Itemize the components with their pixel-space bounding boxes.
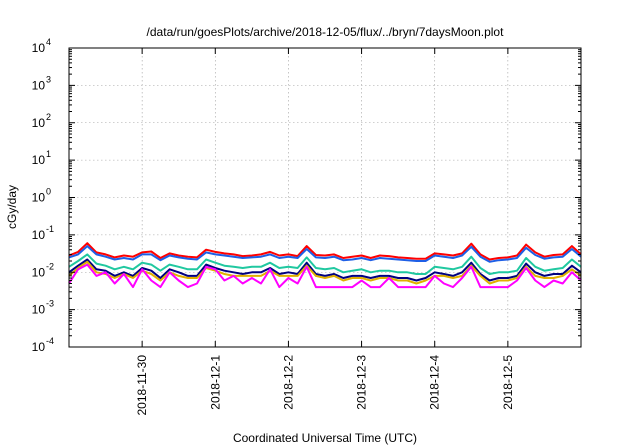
x-tick-label: 2018-12-2	[281, 355, 295, 410]
y-tick-label: 10	[32, 116, 46, 130]
series-line-1	[68, 242, 582, 261]
x-tick-label: 2018-12-3	[355, 355, 369, 410]
series-line-4	[68, 258, 582, 282]
y-tick-label: 10	[32, 303, 46, 317]
series-lines	[68, 242, 582, 289]
y-axis-label: cGy/day	[5, 185, 19, 229]
x-tick-label: 2018-12-5	[501, 355, 515, 410]
x-tick-labels: 2018-11-30 2018-12-1 2018-12-2 2018-12-3 201…	[135, 355, 515, 416]
series-line-5	[68, 260, 582, 285]
x-tick-label: 2018-12-1	[208, 355, 222, 410]
y-tick-exponent: -4	[46, 336, 54, 346]
y-tick-label: 10	[32, 191, 46, 205]
y-tick-exponent: -1	[46, 224, 54, 234]
series-line-6	[68, 263, 582, 289]
chart-title: /data/run/goesPlots/archive/2018-12-05/f…	[147, 25, 505, 39]
y-tick-label: 10	[32, 340, 46, 354]
y-tick-exponent: 4	[46, 37, 51, 47]
y-tick-label: 10	[32, 78, 46, 92]
y-tick-label: 10	[32, 228, 46, 242]
y-tick-exponent: -3	[46, 299, 54, 309]
y-tick-exponent: 2	[46, 112, 51, 122]
grid-lines	[69, 48, 581, 347]
x-tick-label: 2018-11-30	[135, 355, 149, 416]
y-tick-label: 10	[32, 265, 46, 279]
series-line-3	[68, 253, 582, 275]
y-tick-exponent: 0	[46, 187, 51, 197]
y-tick-exponent: 1	[46, 149, 51, 159]
series-line-2	[68, 245, 582, 263]
y-tick-exponent: 3	[46, 74, 51, 84]
x-axis-label: Coordinated Universal Time (UTC)	[233, 431, 417, 445]
y-tick-label: 10	[32, 41, 46, 55]
y-tick-exponent: -2	[46, 261, 54, 271]
axis-ticks	[69, 47, 581, 348]
y-tick-label: 10	[32, 153, 46, 167]
x-tick-label: 2018-12-4	[428, 355, 442, 410]
